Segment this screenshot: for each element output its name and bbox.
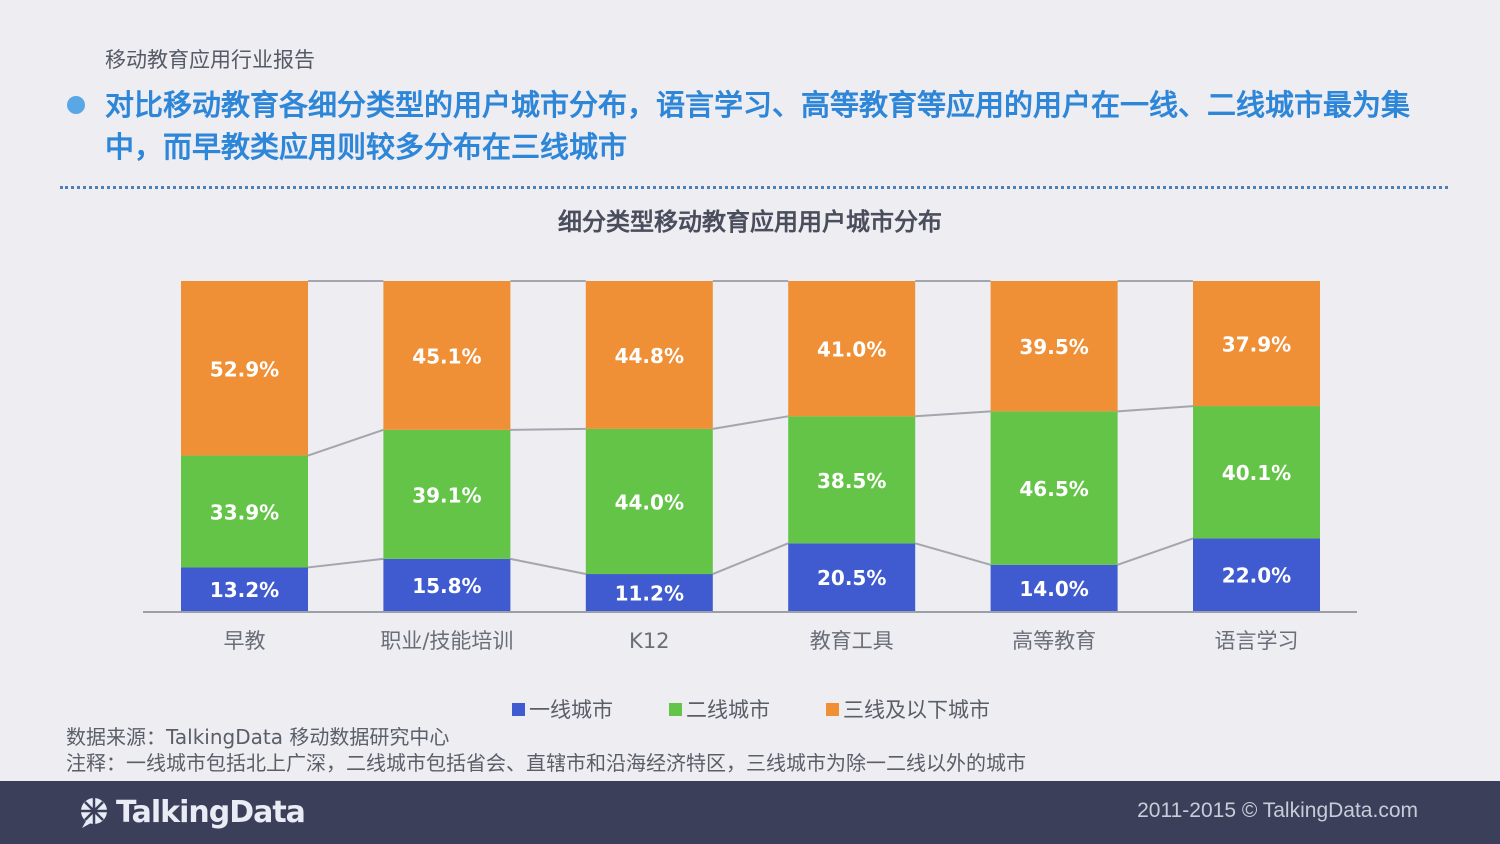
bar-segment bbox=[1193, 406, 1320, 539]
bar-segment bbox=[1193, 538, 1320, 611]
talkingdata-logo[interactable]: TalkingData bbox=[78, 795, 306, 830]
data-source: 数据来源：TalkingData 移动数据研究中心 bbox=[66, 725, 450, 749]
bar-segment bbox=[990, 564, 1118, 611]
bar-segment bbox=[990, 281, 1118, 412]
connector-line bbox=[712, 542, 789, 575]
legend-item-tier3: 三线及以下城市 bbox=[826, 694, 990, 724]
data-label: 33.9% bbox=[210, 501, 279, 525]
data-label: 46.5% bbox=[1019, 477, 1088, 501]
copyright: 2011-2015 © TalkingData.com bbox=[1137, 799, 1418, 822]
connector-line bbox=[914, 542, 991, 566]
data-label: 37.9% bbox=[1222, 333, 1291, 357]
connector-line bbox=[510, 557, 586, 576]
data-label: 45.1% bbox=[412, 344, 481, 368]
connector-line bbox=[510, 427, 586, 431]
connector-line bbox=[1117, 405, 1194, 413]
footer-bar: TalkingData 2011-2015 © TalkingData.com bbox=[0, 781, 1500, 844]
data-label: 14.0% bbox=[1019, 577, 1088, 601]
bar-segment bbox=[990, 411, 1118, 565]
headline-bullet bbox=[67, 96, 85, 114]
category-label: 高等教育 bbox=[1012, 629, 1096, 653]
report-label: 移动教育应用行业报告 bbox=[105, 48, 315, 72]
connector-line bbox=[307, 557, 384, 569]
bar-segment bbox=[383, 429, 511, 559]
legend-swatch-tier1 bbox=[512, 702, 525, 716]
bar-segment bbox=[585, 281, 713, 429]
data-label: 44.8% bbox=[615, 344, 684, 368]
dotted-divider bbox=[60, 186, 1448, 189]
data-label: 40.1% bbox=[1222, 461, 1291, 485]
data-label: 15.8% bbox=[412, 574, 481, 598]
legend-swatch-tier3 bbox=[826, 702, 839, 716]
data-label: 41.0% bbox=[817, 338, 886, 362]
bar-segment bbox=[181, 455, 308, 568]
legend-item-tier2: 二线城市 bbox=[669, 694, 770, 724]
bar-segment bbox=[788, 543, 916, 611]
category-label: 职业/技能培训 bbox=[380, 629, 513, 653]
legend-label-tier3: 三线及以下城市 bbox=[843, 698, 990, 722]
bar-segment bbox=[788, 281, 916, 417]
data-label: 38.5% bbox=[817, 469, 886, 493]
headline: 对比移动教育各细分类型的用户城市分布，语言学习、高等教育等应用的用户在一线、二线… bbox=[105, 88, 1411, 164]
chart-title: 细分类型移动教育应用用户城市分布 bbox=[558, 208, 942, 236]
logo-text: TalkingData bbox=[116, 795, 306, 830]
data-label: 20.5% bbox=[817, 566, 886, 590]
bar-segment bbox=[1193, 281, 1320, 407]
connector-line bbox=[307, 428, 384, 457]
data-label: 39.1% bbox=[412, 483, 481, 507]
legend-swatch-tier2 bbox=[669, 702, 682, 716]
connector-line bbox=[915, 410, 991, 418]
data-label: 13.2% bbox=[210, 578, 279, 602]
bar-segment bbox=[788, 416, 916, 544]
bar-segment bbox=[585, 428, 713, 575]
data-label: 22.0% bbox=[1222, 564, 1291, 588]
connector-line bbox=[1117, 537, 1194, 566]
bar-segment bbox=[383, 558, 511, 611]
category-label: 教育工具 bbox=[810, 629, 894, 653]
connector-line bbox=[712, 415, 789, 430]
data-label: 52.9% bbox=[210, 357, 279, 381]
data-label: 44.0% bbox=[615, 490, 684, 514]
category-label: 语言学习 bbox=[1215, 629, 1299, 653]
footnote: 注释：一线城市包括北上广深，二线城市包括省会、直辖市和沿海经济特区，三线城市为除… bbox=[66, 751, 1026, 775]
bar-segment bbox=[585, 574, 713, 611]
category-label: K12 bbox=[629, 629, 670, 653]
data-label: 39.5% bbox=[1019, 335, 1088, 359]
source-notes: 数据来源：TalkingData 移动数据研究中心 注释：一线城市包括北上广深，… bbox=[66, 724, 1026, 776]
legend-label-tier2: 二线城市 bbox=[686, 698, 770, 722]
logo-icon bbox=[81, 797, 107, 828]
chart-legend: 一线城市 二线城市 三线及以下城市 bbox=[512, 694, 1046, 724]
bar-segment bbox=[181, 567, 308, 611]
bar-segment bbox=[383, 281, 511, 430]
bar-segment bbox=[181, 281, 308, 456]
data-label: 11.2% bbox=[615, 582, 684, 606]
category-label: 早教 bbox=[224, 629, 266, 653]
legend-label-tier1: 一线城市 bbox=[529, 698, 613, 722]
legend-item-tier1: 一线城市 bbox=[512, 694, 613, 724]
